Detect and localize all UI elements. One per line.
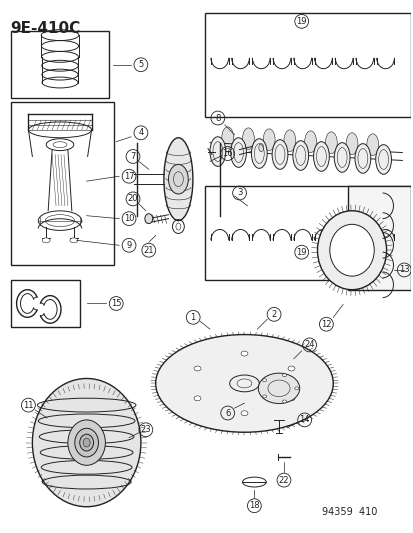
Text: 4: 4 bbox=[138, 128, 143, 138]
Bar bbox=[11, 280, 80, 327]
Text: 12: 12 bbox=[320, 320, 331, 329]
Text: 18: 18 bbox=[249, 501, 259, 510]
Ellipse shape bbox=[155, 335, 332, 432]
Text: 13: 13 bbox=[398, 265, 408, 274]
Text: 11: 11 bbox=[23, 401, 33, 410]
Ellipse shape bbox=[283, 130, 295, 151]
Ellipse shape bbox=[251, 139, 266, 168]
Text: 9E-410C: 9E-410C bbox=[11, 21, 81, 36]
Text: 14: 14 bbox=[299, 415, 309, 424]
Ellipse shape bbox=[258, 373, 299, 403]
Ellipse shape bbox=[329, 224, 373, 276]
Ellipse shape bbox=[333, 143, 349, 172]
Text: 5: 5 bbox=[138, 60, 143, 69]
Ellipse shape bbox=[145, 214, 152, 223]
Text: 1: 1 bbox=[190, 313, 195, 322]
Ellipse shape bbox=[354, 144, 370, 173]
Text: 15: 15 bbox=[111, 299, 121, 308]
Ellipse shape bbox=[282, 400, 286, 403]
Ellipse shape bbox=[262, 395, 266, 398]
Ellipse shape bbox=[242, 128, 254, 150]
Text: 94359  410: 94359 410 bbox=[322, 506, 377, 516]
Ellipse shape bbox=[194, 396, 200, 401]
Ellipse shape bbox=[80, 434, 93, 451]
Text: 17: 17 bbox=[123, 172, 134, 181]
Text: 21: 21 bbox=[143, 246, 154, 255]
Text: 7: 7 bbox=[130, 152, 135, 161]
Ellipse shape bbox=[221, 127, 233, 149]
Ellipse shape bbox=[304, 131, 316, 152]
Ellipse shape bbox=[287, 396, 294, 401]
Ellipse shape bbox=[194, 366, 200, 371]
Text: 3: 3 bbox=[236, 189, 242, 198]
Ellipse shape bbox=[262, 379, 266, 382]
Text: 16: 16 bbox=[222, 149, 233, 158]
Ellipse shape bbox=[287, 366, 294, 371]
Bar bbox=[11, 31, 109, 98]
Ellipse shape bbox=[294, 387, 298, 390]
Text: 23: 23 bbox=[140, 425, 151, 434]
Ellipse shape bbox=[32, 378, 140, 507]
Text: 8: 8 bbox=[215, 114, 220, 123]
Ellipse shape bbox=[240, 411, 247, 416]
Ellipse shape bbox=[366, 134, 378, 156]
Ellipse shape bbox=[68, 420, 105, 465]
Ellipse shape bbox=[83, 438, 90, 447]
Bar bbox=[11, 102, 114, 265]
Ellipse shape bbox=[317, 211, 386, 289]
Ellipse shape bbox=[263, 129, 274, 151]
Ellipse shape bbox=[75, 429, 98, 457]
Ellipse shape bbox=[168, 164, 188, 194]
Text: 24: 24 bbox=[304, 341, 314, 350]
Ellipse shape bbox=[313, 142, 328, 171]
Ellipse shape bbox=[345, 133, 357, 155]
Ellipse shape bbox=[164, 138, 192, 221]
Text: 9: 9 bbox=[126, 241, 131, 250]
Ellipse shape bbox=[282, 374, 286, 377]
Text: 2: 2 bbox=[271, 310, 276, 319]
Polygon shape bbox=[347, 186, 410, 289]
Text: 19: 19 bbox=[296, 248, 306, 257]
Ellipse shape bbox=[240, 351, 247, 356]
Ellipse shape bbox=[70, 238, 78, 243]
Ellipse shape bbox=[46, 139, 74, 151]
Ellipse shape bbox=[325, 132, 337, 154]
Text: 6: 6 bbox=[225, 408, 230, 417]
Text: 10: 10 bbox=[123, 214, 134, 223]
Text: 19: 19 bbox=[296, 17, 306, 26]
Ellipse shape bbox=[375, 144, 391, 174]
Text: 22: 22 bbox=[278, 475, 289, 484]
Ellipse shape bbox=[42, 238, 50, 243]
Ellipse shape bbox=[292, 141, 308, 171]
Ellipse shape bbox=[209, 137, 225, 166]
Ellipse shape bbox=[258, 144, 263, 151]
Ellipse shape bbox=[230, 138, 246, 167]
Ellipse shape bbox=[271, 140, 287, 169]
Text: 20: 20 bbox=[128, 195, 138, 204]
